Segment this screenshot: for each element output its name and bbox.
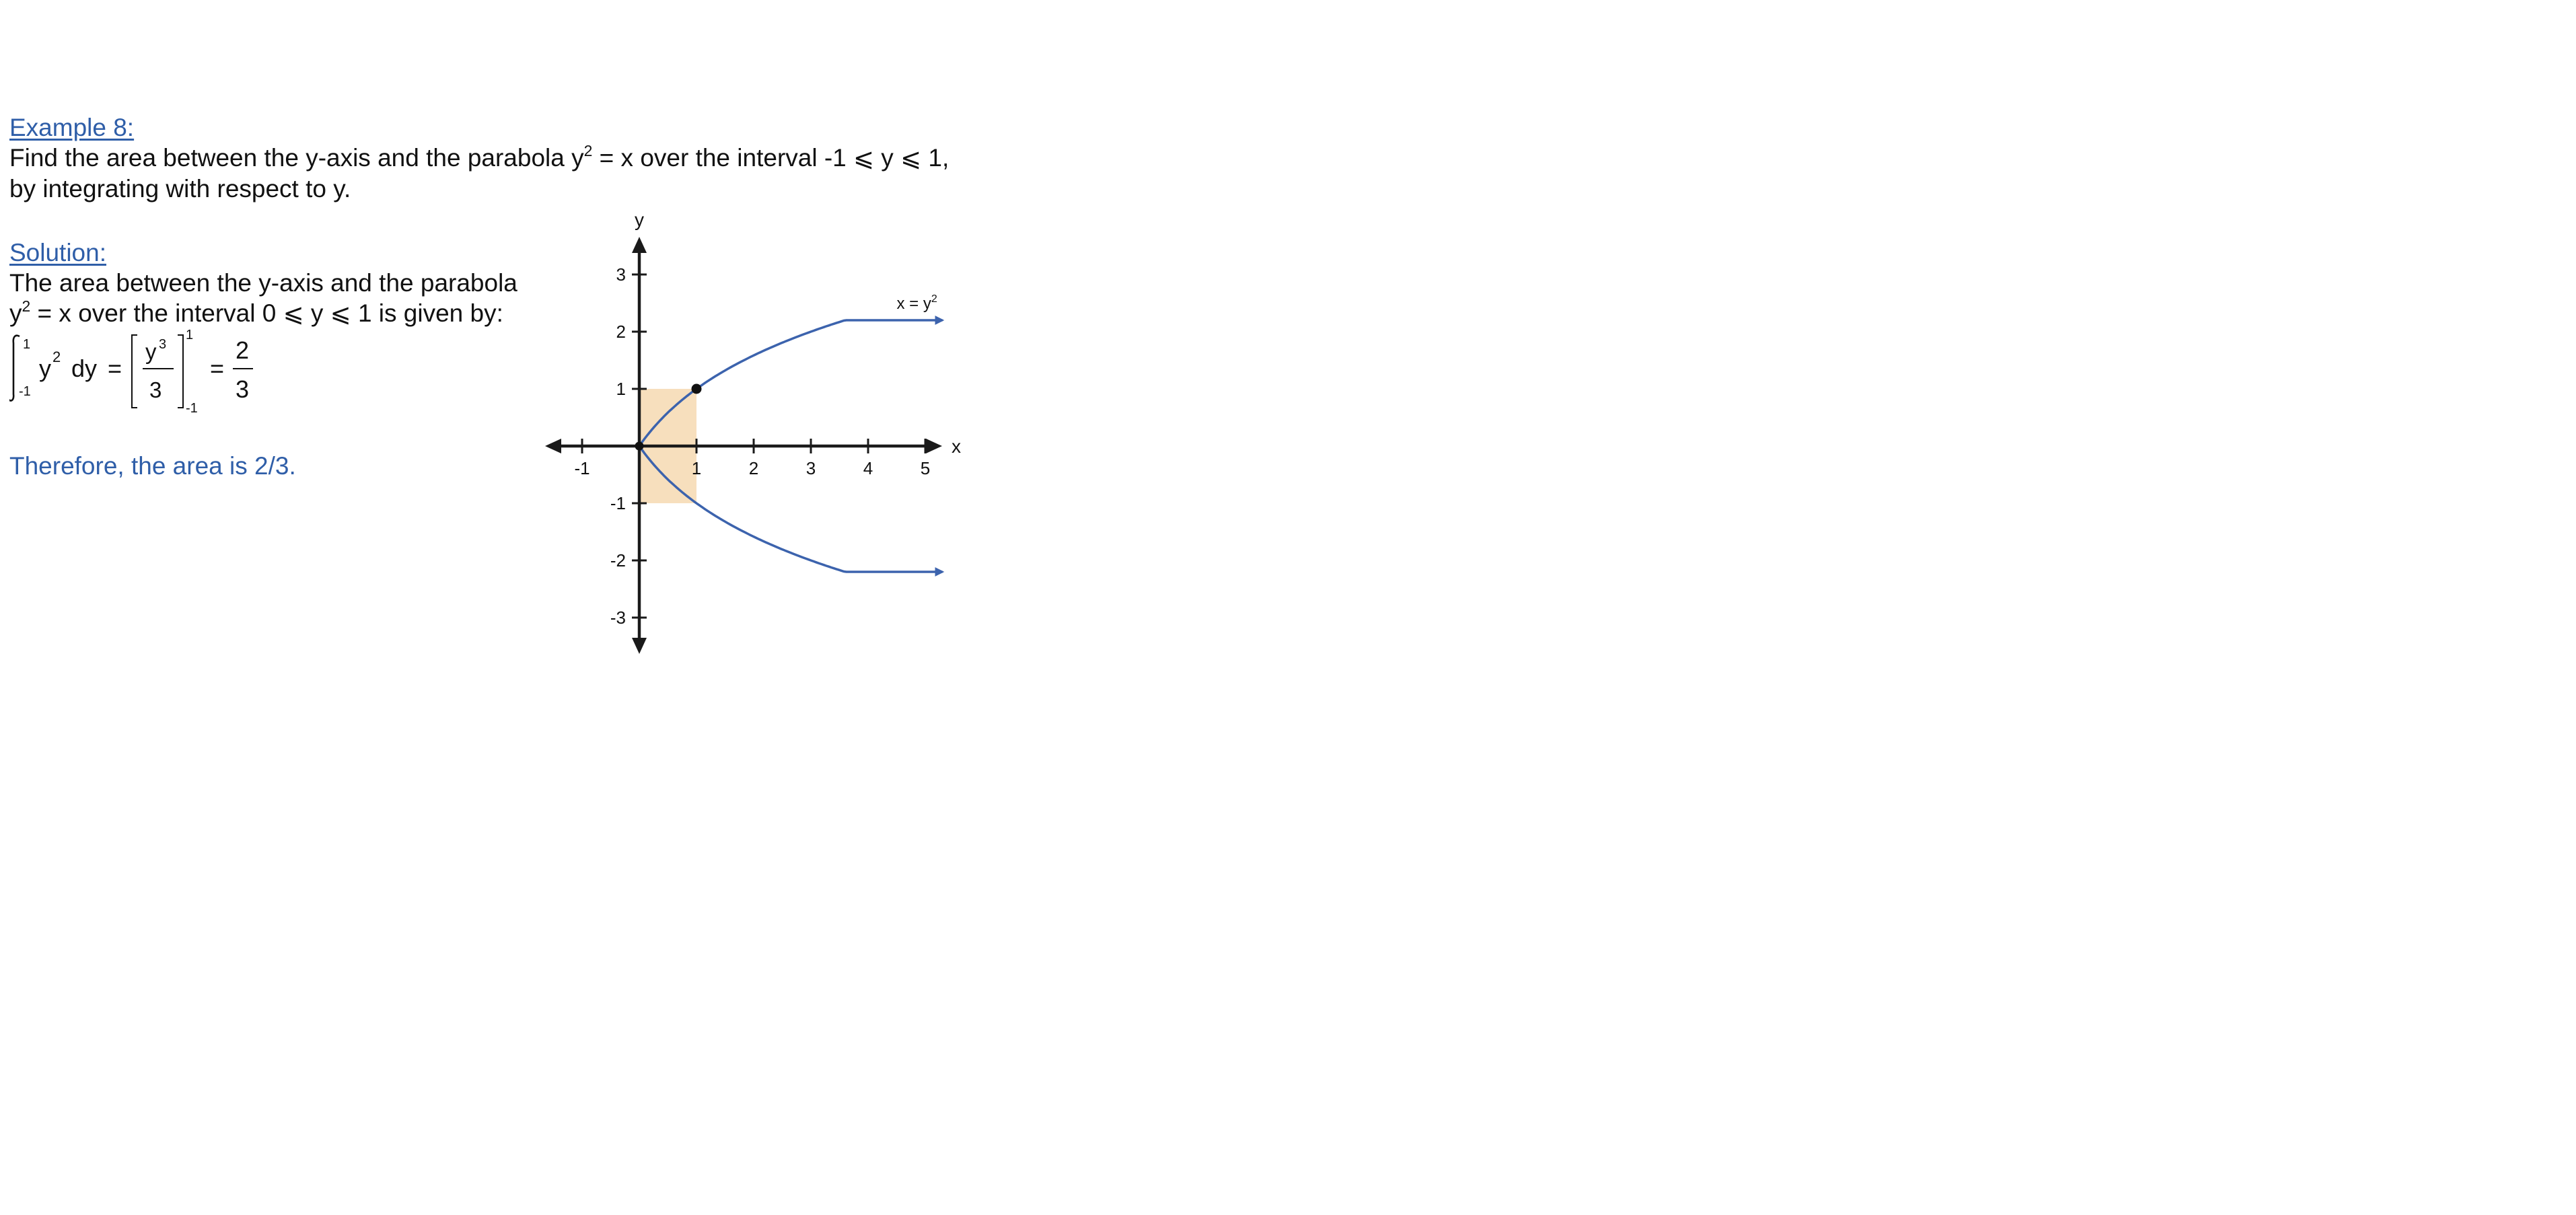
- bracket-numerator-exponent: 3: [159, 337, 166, 352]
- equals-sign-2: =: [210, 355, 224, 382]
- x-tick-label: 2: [749, 458, 758, 478]
- y-tick-label: -2: [610, 550, 626, 570]
- y-tick-label: -1: [610, 493, 626, 513]
- bracket-denominator: 3: [149, 377, 162, 402]
- y-axis-top-arrow: [632, 237, 647, 253]
- x-axis-right-arrow: [926, 439, 942, 453]
- y-tick-label: 3: [616, 264, 626, 285]
- integral-lower-limit: -1: [19, 384, 31, 399]
- result-numerator: 2: [236, 336, 249, 364]
- parabola-graph: -1 1 2 3 4 5 3 2 1 -1 -2 -3 x y x = y2: [545, 209, 961, 654]
- y-axis-bottom-arrow: [632, 638, 647, 654]
- result-denominator: 3: [236, 375, 249, 403]
- y-tick-label: 1: [616, 379, 626, 399]
- point-1-1: [691, 383, 702, 394]
- x-axis-label: x: [952, 436, 961, 457]
- solution-line-2: y2 = x over the interval 0 ⩽ y ⩽ 1 is gi…: [9, 297, 503, 327]
- solution-line-1: The area between the y-axis and the para…: [9, 269, 517, 297]
- origin-point: [635, 441, 644, 451]
- evaluation-lower: -1: [186, 401, 198, 416]
- right-bracket: [178, 334, 184, 408]
- integral-sign: [9, 334, 20, 402]
- x-tick-label: 3: [806, 458, 816, 478]
- equals-sign: =: [108, 355, 122, 382]
- example-heading: Example 8:: [9, 114, 135, 141]
- y-axis-label: y: [635, 209, 644, 230]
- bracket-numerator: y: [145, 339, 157, 364]
- x-axis: [545, 439, 942, 453]
- y-tick-label: 2: [616, 322, 626, 342]
- left-bracket: [131, 334, 137, 408]
- x-axis-left-arrow: [545, 439, 561, 453]
- exponent: 2: [22, 297, 31, 316]
- x-tick-label: -1: [574, 458, 589, 478]
- solution-conclusion: Therefore, the area is 2/3.: [9, 452, 296, 480]
- integral-upper-limit: 1: [23, 337, 30, 352]
- example-problem-line-2: by integrating with respect to y.: [9, 175, 351, 202]
- x-tick-label: 4: [863, 458, 873, 478]
- solution-heading: Solution:: [9, 239, 106, 266]
- parabola-lower-branch: [638, 445, 945, 577]
- integrand: y: [39, 355, 51, 382]
- example-problem-line-1: Find the area between the y-axis and the…: [9, 142, 950, 172]
- x-tick-label: 1: [692, 458, 701, 478]
- curve-label: x = y2: [897, 293, 937, 313]
- x-tick-label: 5: [921, 458, 930, 478]
- exponent: 2: [583, 142, 593, 160]
- y-tick-label: -3: [610, 608, 626, 628]
- parabola-upper-branch: [638, 316, 945, 447]
- integral-formula: 1 -1 y 2 dy = y 3 3 1 -1 = 2 3: [9, 328, 253, 416]
- integrand-exponent: 2: [52, 348, 61, 365]
- differential: dy: [71, 355, 97, 382]
- evaluation-upper: 1: [186, 328, 193, 342]
